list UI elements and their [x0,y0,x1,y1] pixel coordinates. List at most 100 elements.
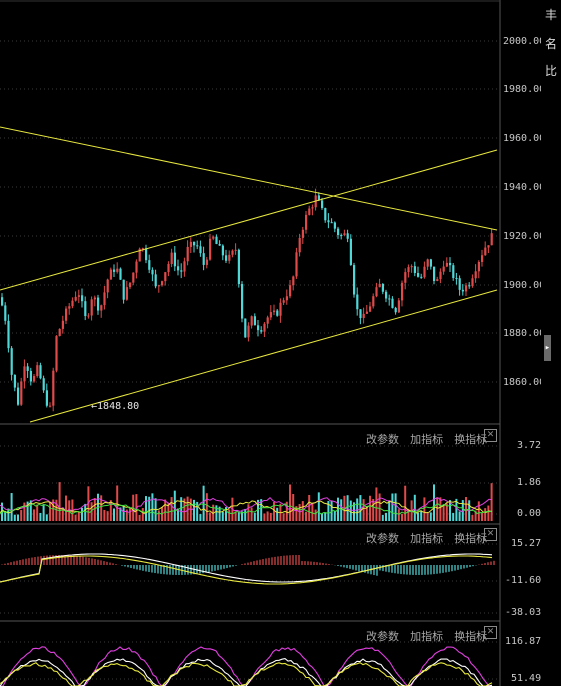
candle-body [289,285,292,297]
macd-axis-label: -38.03 [505,607,542,618]
volume-bar [445,503,448,521]
candle-body [90,299,93,316]
volume-bar [397,509,400,521]
candle-body [205,259,208,265]
candle-body [71,300,74,307]
volume-bar [327,500,330,521]
volume-bar [298,503,301,521]
candle-body [253,316,256,326]
volume-bar [199,514,202,521]
volume-bar [442,504,445,521]
volume-bar [33,509,35,521]
candle-body [1,297,4,306]
volume-bar [244,508,247,521]
candle-body [401,282,404,301]
price-axis-label: 1860.00 [503,377,546,388]
change-params-button[interactable]: 改参数 [366,433,399,446]
volume-bar [186,496,189,521]
change-params-button[interactable]: 改参数 [366,630,399,643]
volume-bar [122,506,125,521]
candle-body [116,268,119,272]
volume-bar [436,497,439,521]
candle-body [173,252,176,267]
volume-bar [285,501,288,521]
candle-body [266,317,269,324]
candle-body [324,208,327,221]
candle-body [426,259,429,267]
volume-bar [276,507,279,521]
volume-bar [20,510,23,521]
low-price-value: 1848.80 [97,401,140,412]
macd-axis-label: 15.27 [511,538,542,549]
volume-bar [321,513,323,521]
volume-bar [17,514,19,521]
volume-bar [164,499,167,521]
candle-body [202,253,205,265]
volume-bar [375,487,378,521]
candle-body [164,272,167,282]
volume-bar [439,497,442,521]
volume-bar [250,507,253,521]
volume-bar [429,512,432,521]
add-indicator-button[interactable]: 加指标 [410,433,444,446]
add-indicator-button[interactable]: 加指标 [410,532,444,545]
switch-indicator-button[interactable]: 换指标 [454,433,488,446]
candle-body [221,245,224,256]
candle-body [138,248,141,262]
candle-body [157,285,160,287]
close-icon[interactable]: ✕ [484,528,497,541]
volume-bar [215,505,218,521]
candle-body [61,320,64,329]
candle-body [372,296,375,307]
collapse-panel-handle[interactable]: ▸ [544,335,551,361]
candle-body [330,222,333,224]
candle-body [410,266,413,268]
volume-bar [52,499,55,521]
volume-bar [269,512,272,521]
trendline-channel-bottom [29,289,498,423]
close-icon[interactable]: ✕ [484,429,497,442]
candle-body [423,266,426,278]
add-indicator-button[interactable]: 加指标 [410,630,444,643]
candle-body [45,390,48,406]
close-icon[interactable]: ✕ [484,626,497,639]
candle-body [381,283,384,292]
candle-body [20,381,23,405]
candle-body [337,228,340,236]
kdj-axis-label: 51.49 [511,673,542,684]
price-axis-label: 1920.00 [503,231,546,242]
kdj-k-line [0,658,493,686]
volume-bar [330,500,333,521]
switch-indicator-button[interactable]: 换指标 [454,630,488,643]
volume-bar [305,511,307,521]
candle-body [42,378,45,391]
candle-body [433,266,436,282]
candle-body [394,307,397,313]
volume-bar [141,508,144,521]
side-panel-glyph: 比 [545,64,558,78]
volume-bar [401,513,403,521]
candle-body [285,296,288,301]
price-axis-label: 2000.00 [503,36,546,47]
candle-body [77,295,80,297]
volume-bar [490,483,493,521]
volume-bar [471,514,474,521]
candle-body [298,237,301,253]
candle-body [93,297,96,300]
trendline-upper [0,126,498,231]
volume-bar [340,499,343,521]
candle-body [103,292,106,306]
volume-bar [39,512,42,521]
candle-body [119,268,122,280]
change-params-button[interactable]: 改参数 [366,532,399,545]
volume-bar [221,511,224,521]
candle-body [474,271,477,279]
candle-body [468,285,471,287]
candle-body [308,208,311,215]
volume-bar [369,495,371,521]
switch-indicator-button[interactable]: 换指标 [454,532,488,545]
candle-body [369,306,372,312]
candle-body [234,249,237,251]
